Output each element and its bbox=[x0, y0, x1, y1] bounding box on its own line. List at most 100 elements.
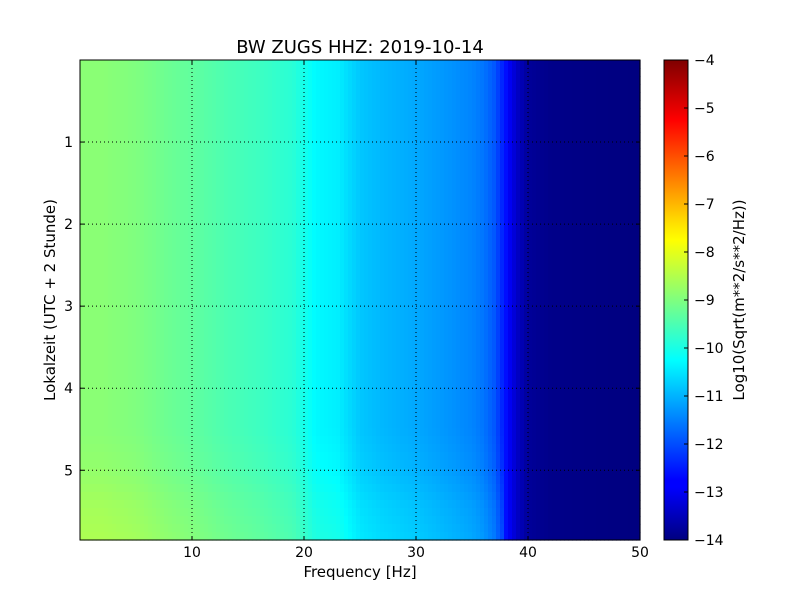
heatmap-cell bbox=[168, 68, 173, 77]
heatmap-cell bbox=[428, 172, 433, 181]
heatmap-cell bbox=[92, 316, 97, 325]
heatmap-cell bbox=[284, 236, 289, 245]
heatmap-cell bbox=[600, 140, 605, 149]
heatmap-cell bbox=[544, 204, 549, 213]
heatmap-cell bbox=[620, 68, 625, 77]
heatmap-cell bbox=[468, 260, 473, 269]
heatmap-cell bbox=[100, 340, 105, 349]
heatmap-cell bbox=[368, 276, 373, 285]
heatmap-cell bbox=[324, 204, 329, 213]
heatmap-cell bbox=[116, 260, 121, 269]
heatmap-cell bbox=[600, 292, 605, 301]
heatmap-cell bbox=[336, 324, 341, 333]
heatmap-cell bbox=[124, 244, 129, 253]
heatmap-cell bbox=[564, 236, 569, 245]
heatmap-cell bbox=[100, 332, 105, 341]
heatmap-cell bbox=[312, 196, 317, 205]
heatmap-cell bbox=[276, 188, 281, 197]
heatmap-cell bbox=[160, 68, 165, 77]
heatmap-cell bbox=[220, 284, 225, 293]
heatmap-cell bbox=[304, 204, 309, 213]
heatmap-cell bbox=[212, 140, 217, 149]
heatmap-cell bbox=[576, 324, 581, 333]
heatmap-cell bbox=[276, 92, 281, 101]
heatmap-cell bbox=[540, 204, 545, 213]
heatmap-cell bbox=[472, 132, 477, 141]
heatmap-cell bbox=[124, 260, 129, 269]
heatmap-cell bbox=[464, 92, 469, 101]
heatmap-cell bbox=[604, 260, 609, 269]
heatmap-cell bbox=[152, 180, 157, 189]
heatmap-cell bbox=[324, 220, 329, 229]
heatmap-cell bbox=[204, 220, 209, 229]
heatmap-cell bbox=[460, 116, 465, 125]
heatmap-cell bbox=[348, 316, 353, 325]
heatmap-cell bbox=[604, 196, 609, 205]
heatmap-cell bbox=[100, 252, 105, 261]
heatmap-cell bbox=[352, 188, 357, 197]
heatmap-cell bbox=[376, 164, 381, 173]
heatmap-cell bbox=[272, 316, 277, 325]
heatmap-cell bbox=[508, 220, 513, 229]
heatmap-cell bbox=[328, 124, 333, 133]
heatmap-cell bbox=[168, 84, 173, 93]
heatmap-cell bbox=[372, 212, 377, 221]
heatmap-cell bbox=[532, 236, 537, 245]
heatmap-cell bbox=[520, 92, 525, 101]
heatmap-cell bbox=[416, 316, 421, 325]
heatmap-cell bbox=[124, 156, 129, 165]
heatmap-cell bbox=[284, 164, 289, 173]
heatmap-cell bbox=[412, 156, 417, 165]
heatmap-cell bbox=[580, 292, 585, 301]
heatmap-cell bbox=[152, 220, 157, 229]
heatmap-cell bbox=[328, 316, 333, 325]
heatmap-cell bbox=[568, 244, 573, 253]
heatmap-cell bbox=[448, 308, 453, 317]
heatmap-cell bbox=[96, 140, 101, 149]
heatmap-cell bbox=[224, 236, 229, 245]
heatmap-cell bbox=[80, 116, 85, 125]
heatmap-cell bbox=[256, 164, 261, 173]
heatmap-cell bbox=[120, 244, 125, 253]
heatmap-cell bbox=[372, 164, 377, 173]
heatmap-cell bbox=[312, 276, 317, 285]
heatmap-cell bbox=[240, 68, 245, 77]
heatmap-cell bbox=[592, 300, 597, 309]
heatmap-cell bbox=[316, 212, 321, 221]
heatmap-cell bbox=[632, 156, 637, 165]
heatmap-cell bbox=[128, 260, 133, 269]
heatmap-cell bbox=[84, 228, 89, 237]
heatmap-cell bbox=[444, 284, 449, 293]
heatmap-cell bbox=[268, 164, 273, 173]
heatmap-cell bbox=[524, 212, 529, 221]
heatmap-cell bbox=[264, 212, 269, 221]
heatmap-cell bbox=[332, 164, 337, 173]
heatmap-cell bbox=[392, 212, 397, 221]
heatmap-cell bbox=[556, 260, 561, 269]
heatmap-cell bbox=[240, 228, 245, 237]
heatmap-cell bbox=[592, 196, 597, 205]
heatmap-cell bbox=[156, 108, 161, 117]
heatmap-cell bbox=[188, 340, 193, 349]
heatmap-cell bbox=[364, 92, 369, 101]
heatmap-cell bbox=[500, 196, 505, 205]
heatmap-cell bbox=[416, 284, 421, 293]
heatmap-cell bbox=[612, 324, 617, 333]
heatmap-cell bbox=[152, 212, 157, 221]
heatmap-cell bbox=[284, 188, 289, 197]
heatmap-cell bbox=[284, 140, 289, 149]
heatmap-cell bbox=[416, 220, 421, 229]
heatmap-cell bbox=[200, 124, 205, 133]
heatmap-cell bbox=[408, 268, 413, 277]
heatmap-cell bbox=[272, 164, 277, 173]
heatmap-cell bbox=[596, 212, 601, 221]
heatmap-cell bbox=[188, 84, 193, 93]
heatmap-cell bbox=[532, 276, 537, 285]
heatmap-cell bbox=[264, 140, 269, 149]
heatmap-cell bbox=[492, 92, 497, 101]
heatmap-cell bbox=[544, 68, 549, 77]
heatmap-cell bbox=[264, 284, 269, 293]
heatmap-cell bbox=[584, 108, 589, 117]
heatmap-cell bbox=[220, 76, 225, 85]
heatmap-cell bbox=[380, 84, 385, 93]
